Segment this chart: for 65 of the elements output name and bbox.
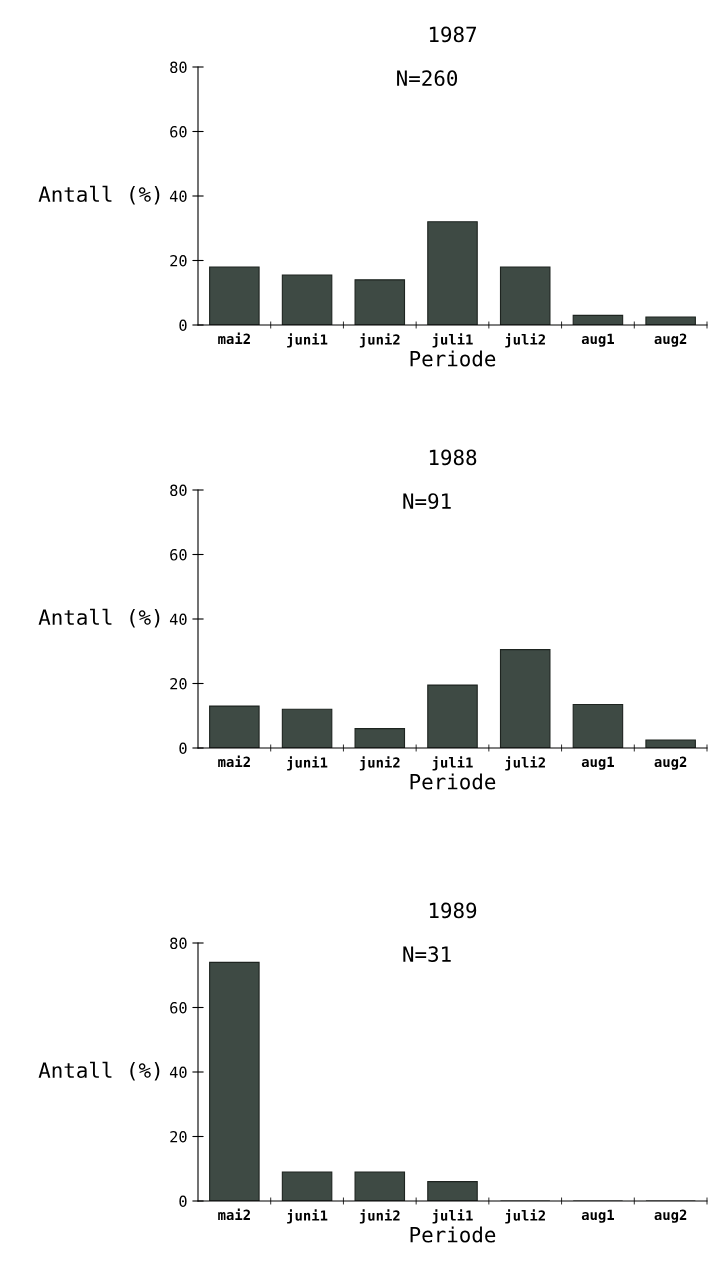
y-tick-label: 20 — [170, 1131, 187, 1143]
y-tick-label: 20 — [170, 678, 187, 690]
x-axis-title: Periode — [410, 773, 496, 790]
bar — [499, 649, 551, 748]
y-axis-title: Antall (%) — [38, 185, 160, 205]
bar — [281, 708, 333, 748]
x-tick-label: juli1 — [432, 756, 473, 771]
bar — [645, 739, 696, 748]
x-tick-label: mai2 — [218, 1208, 250, 1221]
x-axis-title: Periode — [410, 1226, 496, 1243]
y-tick-label: 60 — [170, 549, 187, 561]
bar — [427, 221, 478, 325]
y-tick-label: 20 — [170, 255, 187, 267]
y-tick-label: 80 — [170, 937, 187, 950]
y-tick-label: 40 — [169, 1066, 187, 1079]
x-tick-label: juli1 — [432, 1209, 473, 1224]
bar — [427, 684, 478, 748]
y-tick-label: 60 — [170, 1002, 187, 1014]
bar — [209, 266, 260, 325]
x-tick-label: juni2 — [359, 333, 400, 348]
bar — [281, 274, 333, 325]
chart-subtitle: N=91 — [403, 493, 451, 509]
x-tick-label: juni1 — [287, 756, 328, 771]
y-tick-label: 80 — [170, 61, 187, 74]
x-tick-label: aug2 — [654, 1209, 687, 1223]
y-tick-label: 0 — [179, 319, 187, 332]
x-tick-label: juni2 — [359, 1209, 400, 1224]
y-tick-label: 80 — [170, 484, 187, 497]
x-tick-label: mai2 — [218, 755, 250, 768]
x-tick-label: juli2 — [505, 333, 545, 348]
x-axis-title: Periode — [410, 350, 496, 367]
bar — [572, 703, 624, 748]
bar — [645, 316, 696, 325]
y-axis-title: Antall (%) — [38, 1061, 160, 1081]
bar — [427, 1181, 478, 1201]
x-tick-label: juni1 — [287, 333, 328, 348]
y-axis-title: Antall (%) — [38, 608, 160, 628]
y-tick-label: 60 — [170, 126, 187, 138]
chart-title: 1989 — [429, 902, 477, 919]
x-tick-label: juni2 — [359, 756, 400, 771]
x-tick-label: aug2 — [654, 756, 687, 770]
bar — [499, 266, 551, 325]
y-tick-label: 0 — [179, 742, 187, 755]
x-tick-label: aug1 — [581, 333, 614, 347]
x-tick-label: juli2 — [505, 1209, 545, 1224]
x-tick-label: aug1 — [581, 756, 614, 770]
chart-title: 1988 — [429, 449, 477, 466]
bar — [354, 279, 406, 325]
bar — [354, 1171, 406, 1201]
bar — [209, 961, 260, 1201]
chart-subtitle: N=260 — [397, 70, 458, 86]
y-tick-label: 0 — [179, 1195, 187, 1208]
bar — [281, 1171, 333, 1201]
x-tick-label: aug2 — [654, 333, 687, 347]
y-tick-label: 40 — [169, 190, 187, 203]
chart-subtitle: N=31 — [403, 946, 451, 962]
chart-title: 1987 — [429, 26, 477, 43]
x-tick-label: juni1 — [287, 1209, 328, 1224]
bar — [354, 728, 406, 748]
y-tick-label: 40 — [169, 613, 187, 626]
x-tick-label: juli1 — [432, 333, 473, 348]
x-tick-label: juli2 — [505, 756, 545, 771]
bar — [209, 705, 260, 748]
x-tick-label: mai2 — [218, 332, 250, 345]
x-tick-label: aug1 — [581, 1209, 614, 1223]
